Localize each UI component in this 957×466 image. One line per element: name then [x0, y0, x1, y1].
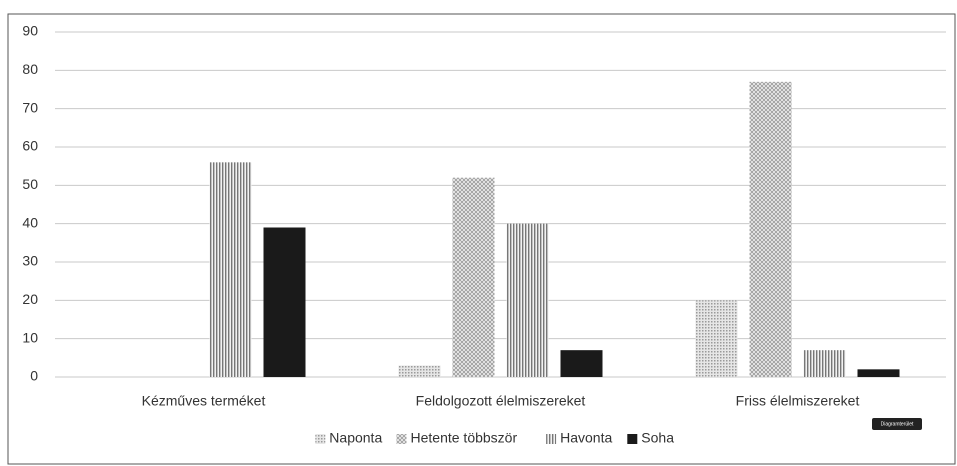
legend-label: Hetente többször	[411, 430, 518, 446]
y-tick-label: 70	[22, 99, 38, 115]
x-tick-label: Friss élelmiszereket	[736, 393, 860, 409]
y-tick-label: 30	[22, 253, 38, 269]
tooltip: Diagramterület	[881, 421, 914, 427]
legend-label: Soha	[641, 430, 674, 446]
legend-swatch	[627, 434, 638, 444]
bar	[803, 350, 846, 377]
chart-frame	[7, 13, 956, 465]
y-tick-label: 50	[22, 176, 38, 192]
bar	[560, 350, 603, 377]
bar	[209, 162, 252, 377]
tooltip-box	[872, 418, 922, 430]
legend-swatch	[315, 434, 326, 444]
y-tick-label: 60	[22, 138, 38, 154]
bar	[263, 227, 306, 377]
x-tick-label: Feldolgozott élelmiszereket	[416, 393, 586, 409]
y-tick-label: 80	[22, 61, 38, 77]
bar	[452, 177, 495, 377]
bar	[857, 369, 900, 377]
y-tick-label: 10	[22, 329, 38, 345]
bar	[398, 365, 441, 377]
legend-swatch	[396, 434, 407, 444]
legend-swatch	[546, 434, 557, 444]
legend-label: Naponta	[329, 430, 382, 446]
x-tick-label: Kézműves terméket	[142, 393, 266, 409]
y-tick-label: 0	[30, 368, 38, 384]
y-tick-label: 20	[22, 291, 38, 307]
y-tick-label: 40	[22, 214, 38, 230]
y-tick-label: 90	[22, 23, 38, 39]
legend-label: Havonta	[560, 430, 612, 446]
bar	[749, 81, 792, 377]
bar	[506, 223, 549, 377]
bar	[695, 300, 738, 377]
